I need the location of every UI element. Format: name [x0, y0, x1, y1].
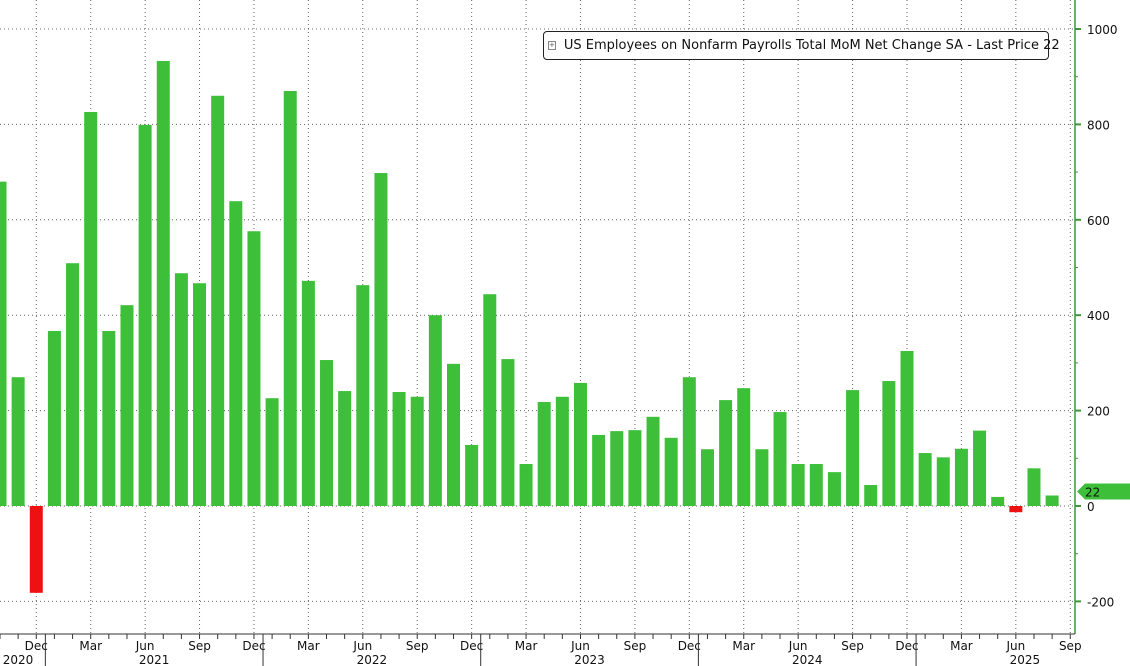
bar [700, 449, 714, 506]
bar [247, 231, 261, 507]
month-label: Mar [732, 639, 755, 653]
month-label: Jun [135, 639, 155, 653]
bar [428, 315, 442, 506]
bar [483, 294, 497, 506]
bar [936, 457, 950, 506]
bar [664, 437, 678, 506]
y-tick-label: 600 [1087, 214, 1110, 228]
bar [918, 453, 932, 506]
y-tick-label: 1000 [1087, 23, 1118, 37]
bar [138, 124, 152, 506]
bar [537, 402, 551, 506]
expand-icon[interactable]: + [548, 41, 556, 50]
legend: + US Employees on Nonfarm Payrolls Total… [543, 31, 1060, 60]
month-label: Sep [188, 639, 211, 653]
bar [229, 201, 243, 506]
month-label: Dec [460, 639, 483, 653]
bar [809, 464, 823, 506]
y-tick-label: 200 [1087, 405, 1110, 419]
month-label: Sep [1059, 639, 1082, 653]
bar [610, 431, 624, 506]
bar [573, 382, 587, 506]
bar [592, 434, 606, 506]
bar [392, 391, 406, 506]
month-label: Mar [515, 639, 538, 653]
bar [628, 430, 642, 506]
month-label: Jun [352, 639, 372, 653]
last-price-label: 22 [1085, 486, 1100, 500]
month-label: Jun [1005, 639, 1025, 653]
bar [991, 496, 1005, 506]
bar [320, 360, 334, 506]
bar [501, 359, 515, 506]
month-label: Dec [242, 639, 265, 653]
month-label: Dec [678, 639, 701, 653]
year-label: 2020 [3, 653, 34, 666]
bar [410, 396, 424, 506]
bar [519, 464, 533, 506]
bar [447, 363, 460, 506]
bar [66, 263, 80, 506]
month-label: Dec [25, 639, 48, 653]
bar [755, 449, 769, 506]
bar [211, 95, 225, 506]
bar [1027, 468, 1041, 506]
y-tick-label: 800 [1087, 118, 1110, 132]
month-label: Sep [624, 639, 647, 653]
bar [102, 330, 116, 506]
bar [555, 396, 569, 506]
bar [84, 111, 98, 507]
bar [827, 472, 841, 506]
bar [954, 448, 968, 506]
month-label: Dec [895, 639, 918, 653]
year-label: 2021 [139, 653, 170, 666]
y-tick-label: 400 [1087, 309, 1110, 323]
y-tick-label: -200 [1087, 595, 1114, 609]
bar [265, 398, 279, 506]
month-label: Mar [297, 639, 320, 653]
y-tick-label: 0 [1087, 500, 1095, 514]
bar [29, 506, 43, 593]
year-label: 2022 [357, 653, 388, 666]
bar [120, 305, 134, 506]
bar [465, 444, 479, 506]
bar [301, 280, 315, 506]
bar [791, 464, 805, 506]
month-label: Jun [788, 639, 808, 653]
bar [973, 430, 987, 506]
bar [283, 91, 297, 506]
bar [846, 390, 860, 506]
year-label: 2024 [792, 653, 823, 666]
bar [773, 412, 787, 506]
bar [682, 377, 696, 506]
bar [174, 273, 188, 506]
bar [737, 388, 751, 506]
legend-label: US Employees on Nonfarm Payrolls Total M… [563, 38, 1060, 53]
month-label: Jun [570, 639, 590, 653]
bar [338, 391, 352, 506]
bar [356, 285, 370, 506]
last-price-marker [1077, 483, 1130, 500]
month-label: Sep [841, 639, 864, 653]
bar [156, 60, 170, 507]
bar [646, 416, 660, 506]
bar [0, 181, 7, 506]
bar [882, 381, 896, 506]
bar [374, 173, 388, 506]
bar [1045, 495, 1059, 506]
year-label: 2025 [1010, 653, 1041, 666]
bar [1009, 506, 1023, 513]
bar [719, 400, 733, 506]
bar [900, 350, 914, 506]
month-label: Sep [406, 639, 429, 653]
year-label: 2023 [574, 653, 605, 666]
bar [864, 485, 878, 506]
month-label: Mar [950, 639, 973, 653]
bar [193, 283, 207, 506]
month-label: Mar [79, 639, 102, 653]
bar [11, 377, 25, 506]
bar [47, 330, 61, 506]
